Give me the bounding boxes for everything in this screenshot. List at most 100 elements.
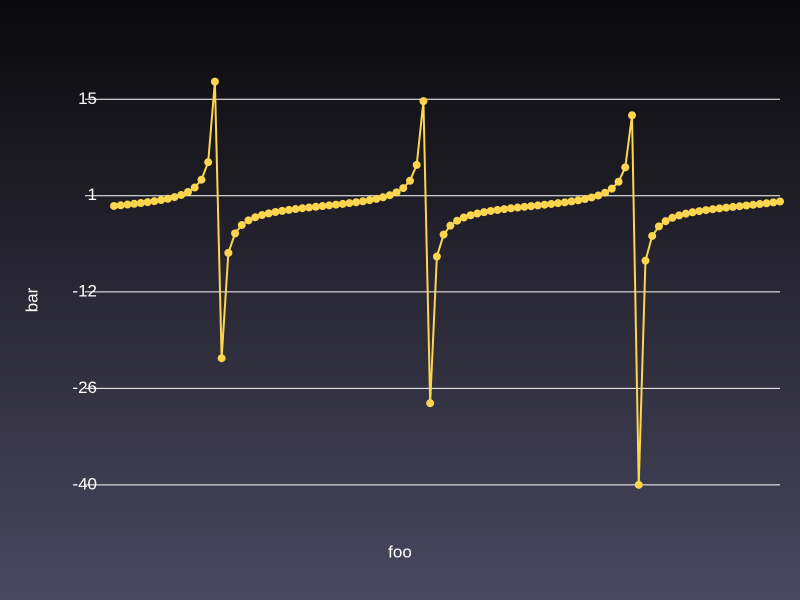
point [688,208,697,217]
y-tick-label: 15 [78,89,97,108]
point [217,354,226,363]
point [695,207,704,216]
point [237,221,246,230]
point [231,229,240,238]
point [715,204,724,213]
point [540,200,549,209]
point [318,202,327,211]
point [291,205,300,214]
point [601,188,610,197]
point [681,209,690,218]
point [157,196,166,205]
y-tick-label: -40 [72,474,97,493]
point [560,198,569,207]
point [621,163,630,172]
point [480,208,489,217]
point [110,201,118,210]
point [728,202,737,211]
point [466,211,475,220]
point [735,202,744,211]
point [271,208,280,217]
point [776,197,784,206]
point [594,191,603,200]
point [311,202,320,211]
point [116,201,125,210]
point [486,206,495,215]
point [204,158,213,167]
point [284,205,293,214]
point [244,216,253,225]
point [190,183,199,192]
point [587,193,596,202]
y-tick-label: -12 [72,281,97,300]
point [358,197,367,206]
point [493,205,502,214]
point [567,197,576,206]
line [113,81,781,485]
point [278,206,287,215]
point [305,203,314,212]
point [641,256,650,265]
point [648,231,657,240]
point [257,211,266,220]
point [379,193,388,202]
point [345,199,354,208]
point [506,204,515,213]
point [554,199,563,208]
point [439,230,448,239]
point [183,188,192,197]
point [136,199,145,208]
point [722,203,731,212]
point [412,160,421,169]
point [473,209,482,218]
point [298,204,307,213]
point [130,199,139,208]
point [251,213,260,222]
point [372,194,381,203]
point [634,480,643,489]
point [520,202,529,211]
point [527,202,536,211]
point [331,200,340,209]
point [419,97,428,106]
point [453,216,462,225]
point [675,211,684,220]
point [749,200,758,209]
point [264,209,273,218]
point [533,201,542,210]
point [702,206,711,215]
point [513,203,522,212]
y-tick-label: 1 [88,185,97,204]
point [500,205,509,214]
point [432,252,441,261]
point [163,194,172,203]
point [365,196,374,205]
point [399,184,408,193]
point [385,191,394,200]
point [668,213,677,222]
point [405,176,414,185]
point [607,184,616,193]
point [210,77,219,86]
point [654,222,663,231]
point [446,221,455,230]
point [661,217,670,226]
point [574,196,583,205]
point [742,201,751,210]
y-tick-label: -26 [72,378,97,397]
point [352,198,361,207]
x-axis-label: foo [388,542,412,561]
point [170,193,179,202]
point [426,399,435,408]
point [762,199,771,208]
point [143,198,152,207]
point [177,190,186,199]
point [150,197,159,206]
point [547,199,556,208]
point [197,175,206,184]
point [338,199,347,208]
point [580,195,589,204]
point [459,213,468,222]
